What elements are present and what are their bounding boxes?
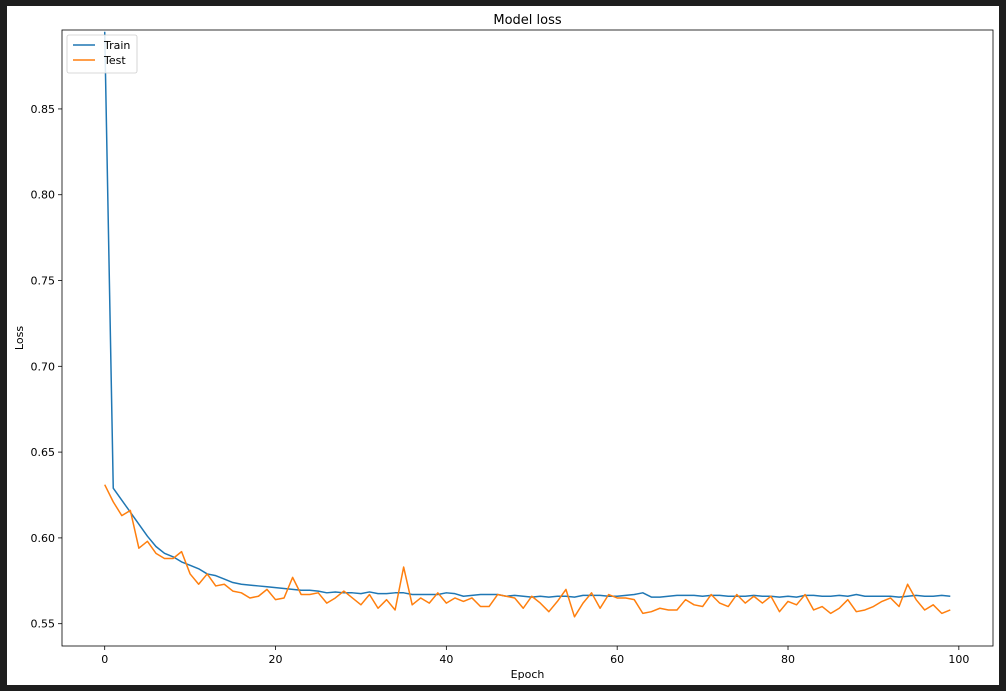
series-line-test	[104, 484, 951, 618]
series-line-train	[103, 31, 951, 598]
y-tick-label: 0.75	[31, 275, 56, 288]
x-axis: 0 20 40 60 80 100	[101, 646, 969, 666]
y-axis-label: Loss	[13, 326, 26, 350]
y-axis: 0.55 0.60 0.65 0.70 0.75 0.80 0.85	[31, 103, 62, 631]
legend-label-train: Train	[103, 39, 130, 52]
y-tick-label: 0.70	[31, 360, 56, 373]
y-tick-label: 0.55	[31, 618, 56, 631]
y-tick-label: 0.80	[31, 189, 56, 202]
y-tick-label: 0.60	[31, 532, 56, 545]
x-tick-label: 60	[610, 653, 624, 666]
y-tick-label: 0.85	[31, 103, 56, 116]
x-tick-label: 20	[269, 653, 283, 666]
x-tick-label: 40	[439, 653, 453, 666]
x-tick-label: 0	[101, 653, 108, 666]
y-tick-label: 0.65	[31, 446, 56, 459]
legend: Train Test	[66, 34, 138, 74]
series-layer	[103, 31, 951, 618]
line-chart: Model loss 0 20 40 60 80 100 0.55 0.60 0.65 0.70…	[13, 13, 994, 681]
x-tick-label: 100	[948, 653, 969, 666]
x-axis-label: Epoch	[511, 668, 545, 681]
chart-title: Model loss	[493, 13, 562, 28]
plot-area	[61, 29, 994, 647]
x-tick-label: 80	[781, 653, 795, 666]
figure: Model loss 0 20 40 60 80 100 0.55 0.60 0.65 0.70…	[7, 6, 999, 685]
legend-label-test: Test	[103, 54, 126, 67]
